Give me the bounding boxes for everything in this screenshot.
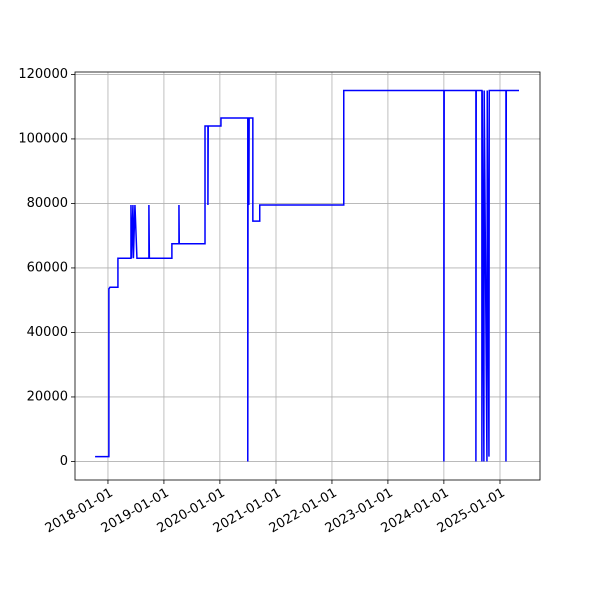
plot-frame xyxy=(74,71,541,481)
y-tick-label: 0 xyxy=(60,454,68,469)
y-tick-label: 20000 xyxy=(27,389,68,404)
y-tick-label: 60000 xyxy=(27,260,68,275)
data-line xyxy=(95,89,519,462)
y-tick-label: 40000 xyxy=(27,325,68,340)
y-tick-label: 100000 xyxy=(18,131,68,146)
y-tick-label: 120000 xyxy=(18,67,68,82)
y-tick-label: 80000 xyxy=(27,196,68,211)
